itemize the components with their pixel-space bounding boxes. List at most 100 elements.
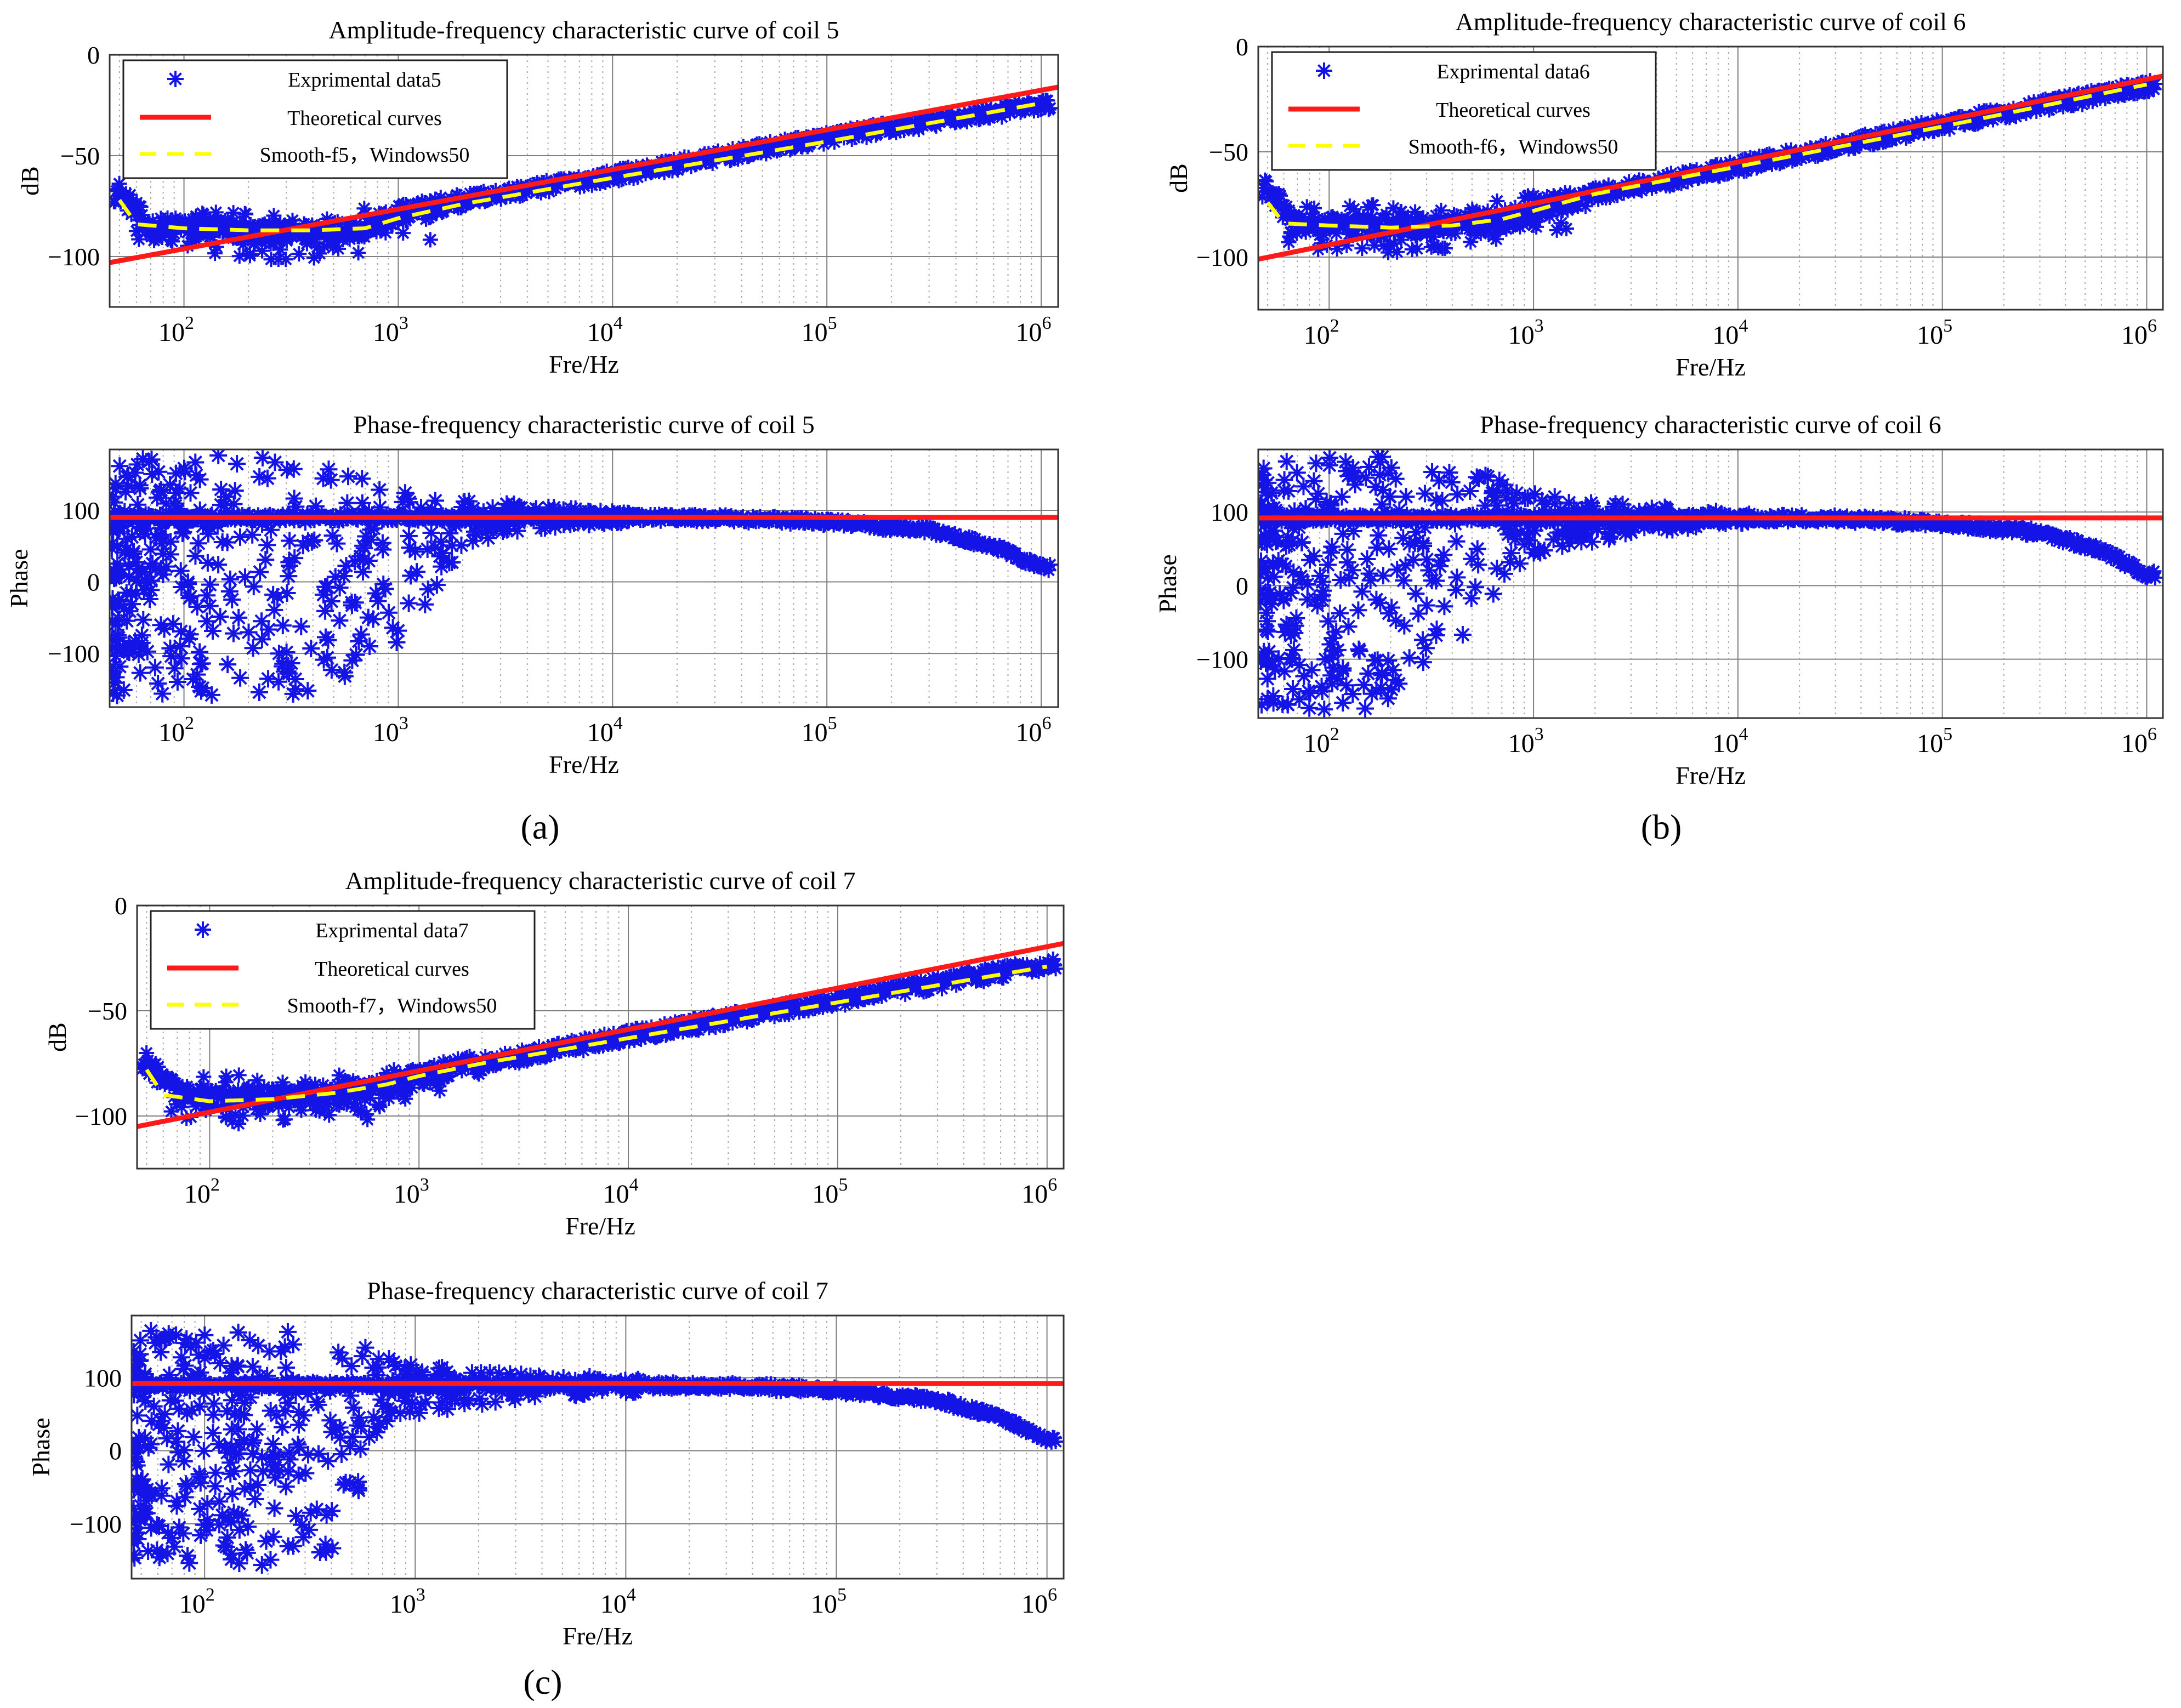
data-point — [1305, 472, 1323, 490]
data-point — [1867, 515, 1883, 531]
data-point — [1554, 525, 1572, 543]
data-point — [228, 455, 246, 473]
data-point — [397, 1091, 413, 1107]
data-point — [1395, 617, 1413, 635]
data-point — [1323, 538, 1341, 556]
data-point — [331, 230, 347, 246]
data-point — [231, 1067, 247, 1083]
data-point — [396, 484, 414, 502]
data-point — [1348, 226, 1364, 242]
data-point — [250, 683, 268, 701]
data-point — [158, 223, 174, 239]
data-point — [1407, 204, 1423, 220]
data-point — [548, 180, 564, 196]
legend-marker-data — [167, 71, 184, 87]
data-point — [1383, 599, 1401, 617]
data-point — [226, 482, 244, 500]
data-point — [128, 223, 144, 239]
data-point — [314, 585, 332, 604]
data-point — [183, 225, 199, 241]
data-point — [1315, 701, 1333, 718]
data-point — [399, 489, 417, 508]
data-point — [143, 465, 161, 483]
data-point — [141, 540, 160, 559]
legend-entry: Smooth-f5，Windows50 — [260, 144, 470, 167]
data-point — [1047, 958, 1063, 973]
data-point — [140, 453, 158, 471]
data-point — [1510, 555, 1529, 573]
data-point — [1506, 217, 1522, 232]
data-point — [1390, 501, 1408, 519]
data-point — [1258, 533, 1274, 551]
data-point — [1625, 517, 1643, 536]
data-point — [1376, 503, 1394, 521]
x-tick-label: 102 — [1304, 724, 1339, 758]
data-point — [208, 517, 226, 535]
data-point — [464, 532, 482, 550]
data-point — [1560, 534, 1578, 553]
data-point — [1284, 578, 1302, 596]
data-point — [198, 612, 216, 630]
data-point — [1332, 571, 1350, 589]
data-point — [1387, 611, 1405, 629]
y-tick-label: 0 — [87, 568, 100, 596]
data-point — [1433, 202, 1449, 218]
data-point — [730, 151, 746, 167]
data-point — [1394, 215, 1410, 231]
data-point — [1420, 561, 1438, 579]
data-point — [1387, 671, 1405, 689]
data-point — [1333, 488, 1351, 506]
data-point — [1475, 208, 1491, 224]
data-point — [1827, 507, 1843, 523]
data-point — [1435, 222, 1451, 238]
data-point — [1305, 547, 1323, 565]
data-point — [1357, 469, 1375, 487]
data-point — [1042, 557, 1058, 573]
x-tick-label: 105 — [812, 1175, 848, 1209]
data-point — [1673, 175, 1689, 191]
data-point — [378, 1080, 394, 1096]
data-point — [303, 533, 321, 551]
data-point — [192, 682, 210, 700]
data-point — [1328, 670, 1347, 688]
data-point — [717, 1017, 732, 1033]
data-point — [209, 449, 228, 464]
data-point — [110, 639, 121, 657]
data-point — [1321, 449, 1339, 467]
data-point — [2089, 540, 2105, 556]
data-point — [335, 567, 353, 585]
data-point — [1300, 699, 1319, 717]
x-tick-label: 106 — [1016, 713, 1052, 747]
panel-label-a: (a) — [520, 807, 559, 846]
data-point — [853, 124, 869, 140]
data-point — [311, 246, 327, 261]
data-point — [1360, 458, 1378, 476]
data-point — [398, 213, 414, 229]
data-point — [171, 637, 189, 655]
data-point — [1381, 217, 1396, 233]
axes-frame — [109, 54, 1059, 308]
plot-area — [132, 1322, 1064, 1574]
plot-area — [1258, 449, 2163, 718]
data-point — [343, 651, 361, 669]
x-tick-label: 102 — [158, 313, 194, 347]
data-point — [223, 590, 241, 608]
panel-label-c: (c) — [523, 1663, 562, 1701]
data-point — [235, 1108, 251, 1124]
data-point — [726, 1009, 742, 1024]
data-point — [1941, 121, 1957, 137]
data-point — [252, 1106, 268, 1122]
data-point — [361, 637, 379, 655]
data-point — [147, 528, 166, 546]
data-point — [110, 539, 121, 557]
data-point — [208, 239, 224, 255]
data-point — [285, 504, 303, 522]
data-point — [286, 670, 304, 688]
data-point — [1645, 515, 1663, 533]
data-point — [1707, 503, 1725, 521]
data-point — [1258, 173, 1274, 189]
data-point — [180, 589, 198, 607]
data-point — [1407, 523, 1425, 541]
